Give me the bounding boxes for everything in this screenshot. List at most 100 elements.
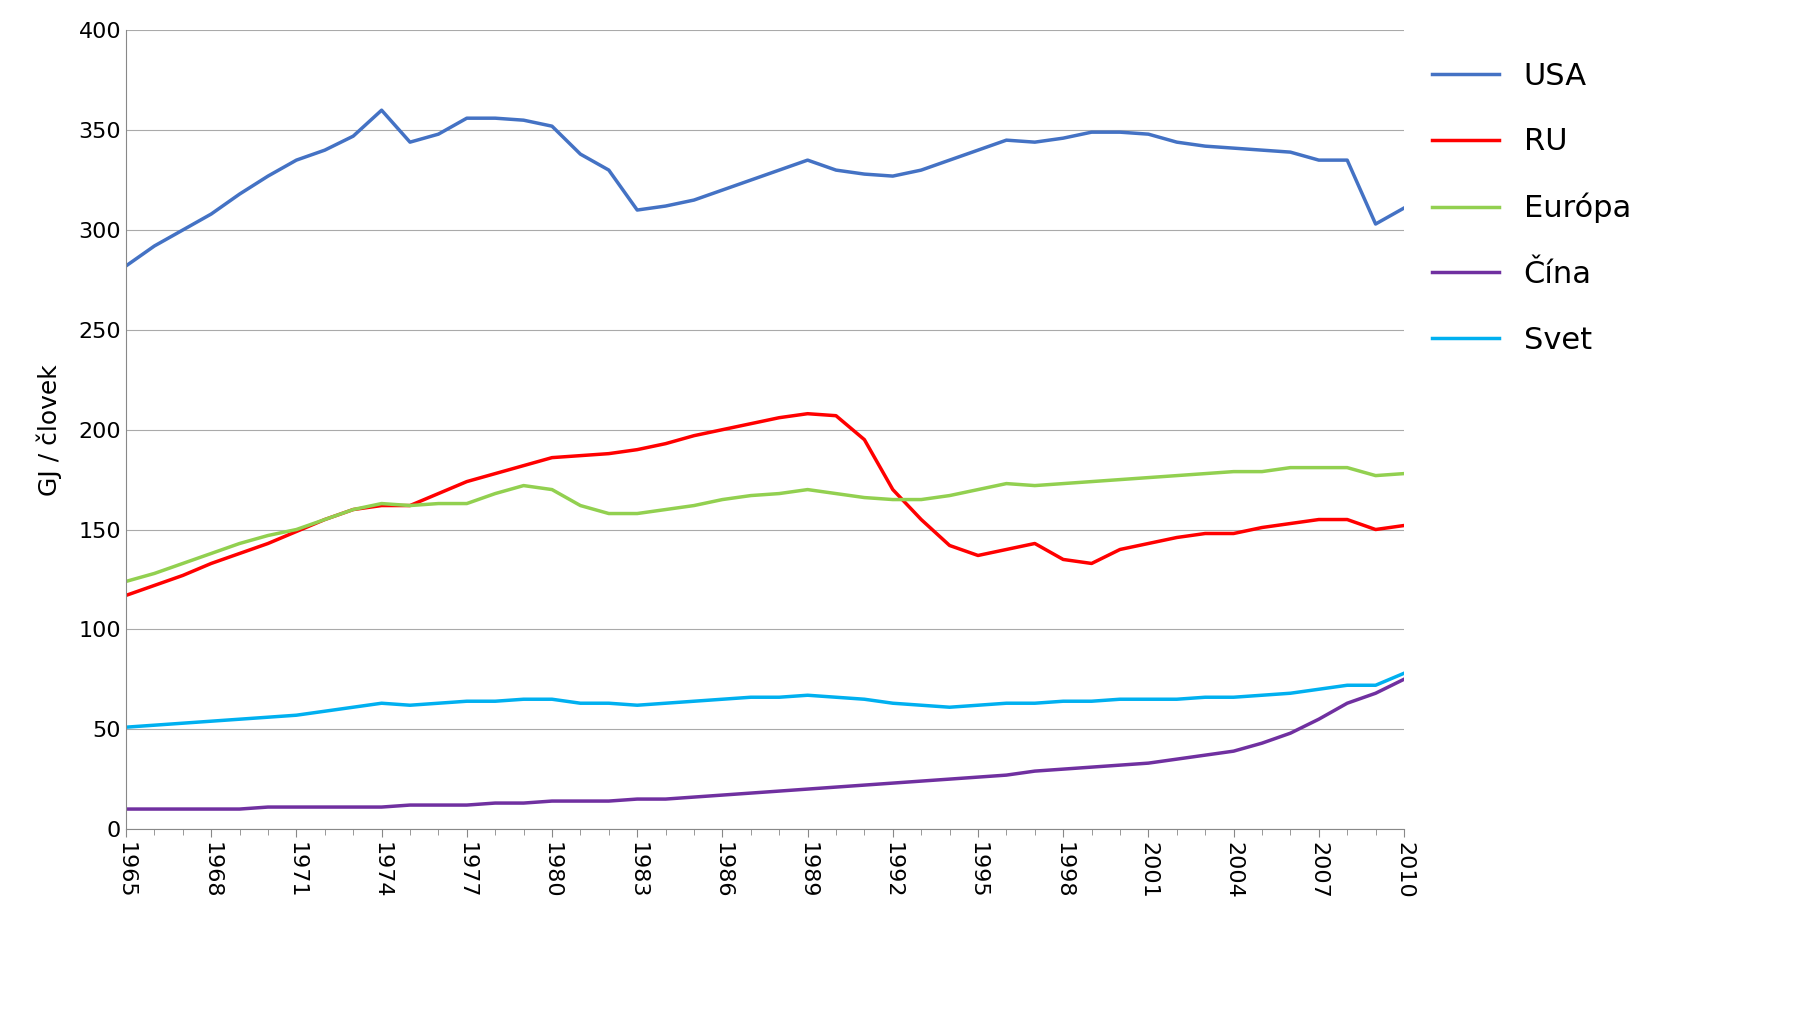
Európa	[684, 499, 706, 512]
Európa	[1053, 477, 1075, 489]
Line: Svet: Svet	[126, 673, 1404, 727]
RU	[684, 430, 706, 442]
RU	[1222, 528, 1244, 540]
RU	[1166, 532, 1188, 544]
Európa	[940, 489, 961, 501]
Európa	[144, 567, 166, 579]
Európa	[484, 487, 506, 499]
USA	[400, 136, 421, 149]
USA	[484, 112, 506, 124]
Y-axis label: GJ / človek: GJ / človek	[36, 364, 61, 495]
Čína	[286, 801, 308, 813]
USA	[853, 168, 875, 180]
Európa	[911, 493, 932, 506]
USA	[769, 164, 790, 176]
Európa	[598, 508, 619, 520]
USA	[200, 208, 221, 220]
Európa	[1138, 471, 1159, 483]
Európa	[1251, 465, 1273, 477]
Svet	[257, 711, 279, 723]
USA	[1309, 154, 1330, 166]
RU	[173, 569, 194, 581]
Svet	[371, 698, 392, 710]
Čína	[1109, 759, 1130, 771]
USA	[1364, 218, 1386, 231]
Čína	[853, 779, 875, 792]
RU	[797, 407, 819, 420]
Čína	[626, 793, 648, 805]
Európa	[711, 493, 733, 506]
Svet	[115, 721, 137, 733]
Čína	[1280, 727, 1301, 739]
Európa	[257, 530, 279, 542]
USA	[1222, 143, 1244, 155]
RU	[400, 499, 421, 512]
Čína	[400, 799, 421, 811]
RU	[428, 487, 450, 499]
RU	[1138, 538, 1159, 550]
RU	[1080, 557, 1102, 569]
Čína	[455, 799, 477, 811]
Čína	[428, 799, 450, 811]
Čína	[1080, 761, 1102, 773]
RU	[1195, 528, 1217, 540]
Čína	[995, 769, 1017, 782]
Svet	[940, 702, 961, 714]
Svet	[740, 692, 761, 704]
Čína	[1138, 757, 1159, 769]
Svet	[313, 705, 335, 717]
Čína	[313, 801, 335, 813]
Európa	[542, 483, 563, 495]
Svet	[1336, 679, 1357, 692]
Čína	[1166, 753, 1188, 765]
RU	[569, 450, 590, 462]
Európa	[400, 499, 421, 512]
Európa	[1364, 469, 1386, 481]
RU	[853, 434, 875, 446]
Line: Čína: Čína	[126, 679, 1404, 809]
Svet	[229, 713, 250, 725]
Európa	[1336, 462, 1357, 474]
USA	[569, 148, 590, 160]
Svet	[1222, 692, 1244, 704]
Čína	[882, 777, 904, 790]
USA	[655, 200, 677, 212]
USA	[684, 194, 706, 206]
RU	[1109, 544, 1130, 556]
RU	[313, 514, 335, 526]
Európa	[1393, 467, 1415, 479]
Svet	[1393, 667, 1415, 679]
Svet	[711, 694, 733, 706]
Európa	[455, 497, 477, 510]
Čína	[740, 787, 761, 799]
Svet	[484, 696, 506, 708]
Svet	[428, 698, 450, 710]
RU	[598, 448, 619, 460]
USA	[1251, 145, 1273, 157]
Čína	[1251, 737, 1273, 749]
RU	[711, 424, 733, 436]
Čína	[598, 795, 619, 807]
USA	[371, 104, 392, 116]
RU	[1393, 520, 1415, 532]
Svet	[144, 719, 166, 731]
RU	[229, 547, 250, 559]
Svet	[967, 700, 988, 712]
Čína	[1309, 713, 1330, 725]
RU	[1280, 518, 1301, 530]
RU	[967, 549, 988, 561]
USA	[598, 164, 619, 176]
USA	[1393, 202, 1415, 214]
Čína	[257, 801, 279, 813]
RU	[769, 411, 790, 424]
Svet	[1053, 696, 1075, 708]
Čína	[711, 789, 733, 801]
USA	[967, 145, 988, 157]
USA	[455, 112, 477, 124]
RU	[1309, 514, 1330, 526]
Svet	[400, 700, 421, 712]
USA	[115, 260, 137, 272]
USA	[257, 170, 279, 182]
Európa	[173, 557, 194, 569]
Line: RU: RU	[126, 413, 1404, 595]
